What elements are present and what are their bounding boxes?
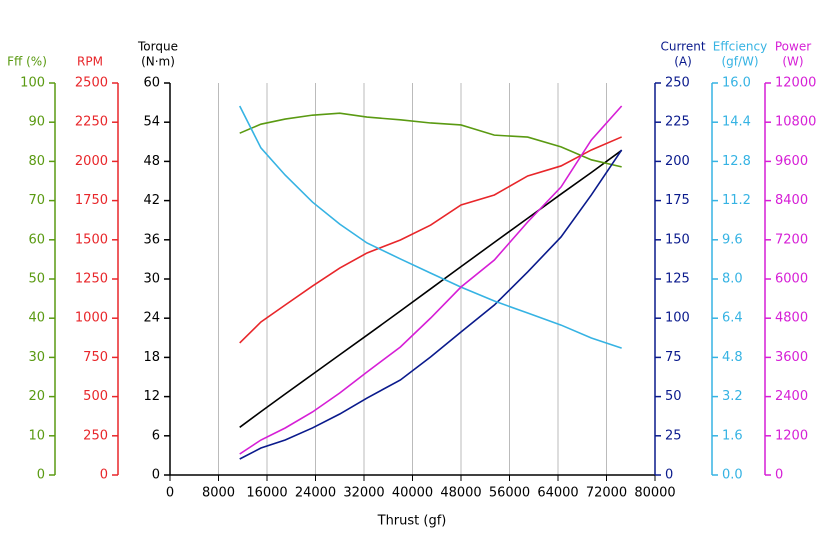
- y-tick-label: 4800: [775, 311, 808, 326]
- y-tick-label: 6000: [775, 272, 808, 287]
- series-line: [239, 112, 622, 168]
- y-tick-label: 1250: [75, 272, 108, 287]
- y-tick-label: 30: [143, 272, 160, 287]
- y-tick-label: 100: [20, 76, 45, 91]
- y-tick-label: 16.0: [722, 76, 751, 91]
- y-tick-label: 9.6: [722, 232, 743, 247]
- y-tick-label: 6: [152, 428, 160, 443]
- y-tick-label: 14.4: [722, 115, 751, 130]
- x-tick-label: 8000: [202, 486, 235, 501]
- y-tick-label: 1500: [75, 232, 108, 247]
- y-tick-label: 10: [28, 428, 45, 443]
- y-tick-label: 500: [83, 389, 108, 404]
- y-tick-label: 0: [37, 468, 45, 483]
- y-tick-label: 0.0: [722, 468, 743, 483]
- y-tick-label: 60: [143, 76, 160, 91]
- x-tick-label: 80000: [634, 486, 675, 501]
- y-tick-label: 150: [665, 232, 690, 247]
- y-tick-label: 225: [665, 115, 690, 130]
- y-tick-label: 9600: [775, 154, 808, 169]
- x-tick-label: 0: [166, 486, 174, 501]
- y-tick-label: 1000: [75, 311, 108, 326]
- x-tick-label: 56000: [489, 486, 530, 501]
- y-tick-label: 0: [775, 468, 783, 483]
- x-tick-label: 72000: [586, 486, 627, 501]
- y-tick-label: 0: [665, 468, 673, 483]
- y-tick-label: 250: [83, 428, 108, 443]
- series-line: [239, 136, 622, 344]
- y-tick-label: 7200: [775, 232, 808, 247]
- y-tick-label: 6.4: [722, 311, 743, 326]
- y-tick-label: 8.0: [722, 272, 743, 287]
- y-tick-label: 200: [665, 154, 690, 169]
- x-tick-label: 24000: [295, 486, 336, 501]
- y-tick-label: 70: [28, 193, 45, 208]
- y-tick-label: 2500: [75, 76, 108, 91]
- y-tick-label: 40: [28, 311, 45, 326]
- axis-title: Power: [775, 40, 811, 54]
- y-tick-label: 50: [28, 272, 45, 287]
- series-line: [239, 149, 623, 460]
- axis-title: (N·m): [141, 55, 175, 69]
- y-tick-label: 175: [665, 193, 690, 208]
- series-line: [239, 105, 623, 455]
- y-tick-label: 1.6: [722, 428, 743, 443]
- y-tick-label: 1200: [775, 428, 808, 443]
- series-line: [239, 149, 623, 428]
- x-tick-label: 64000: [537, 486, 578, 501]
- y-tick-label: 8400: [775, 193, 808, 208]
- y-tick-label: 250: [665, 76, 690, 91]
- y-tick-label: 12: [143, 389, 160, 404]
- y-tick-label: 18: [143, 350, 160, 365]
- series-line: [239, 105, 622, 349]
- y-tick-label: 2250: [75, 115, 108, 130]
- y-tick-label: 12.8: [722, 154, 751, 169]
- x-tick-label: 40000: [392, 486, 433, 501]
- y-tick-label: 100: [665, 311, 690, 326]
- axis-title: (W): [782, 55, 803, 69]
- y-tick-label: 10800: [775, 115, 816, 130]
- y-tick-label: 36: [143, 232, 160, 247]
- y-tick-label: 3.2: [722, 389, 743, 404]
- axis-title: Effciency: [713, 40, 767, 54]
- y-tick-label: 1750: [75, 193, 108, 208]
- y-tick-label: 75: [665, 350, 682, 365]
- y-tick-label: 3600: [775, 350, 808, 365]
- y-tick-label: 50: [665, 389, 682, 404]
- axis-title: Current: [660, 40, 705, 54]
- y-tick-label: 90: [28, 115, 45, 130]
- axis-title: Fff (%): [7, 55, 47, 69]
- y-tick-label: 42: [143, 193, 160, 208]
- y-tick-label: 54: [143, 115, 160, 130]
- y-tick-label: 750: [83, 350, 108, 365]
- x-tick-label: 16000: [246, 486, 287, 501]
- y-tick-label: 11.2: [722, 193, 751, 208]
- y-tick-label: 12000: [775, 76, 816, 91]
- y-tick-label: 2000: [75, 154, 108, 169]
- axis-title: (gf/W): [721, 55, 758, 69]
- x-axis-label: Thrust (gf): [377, 514, 447, 529]
- axis-title: Torque: [137, 40, 178, 54]
- y-tick-label: 0: [100, 468, 108, 483]
- x-tick-label: 32000: [343, 486, 384, 501]
- axis-title: (A): [674, 55, 692, 69]
- y-tick-label: 4.8: [722, 350, 743, 365]
- x-tick-label: 48000: [440, 486, 481, 501]
- y-tick-label: 0: [152, 468, 160, 483]
- y-tick-label: 2400: [775, 389, 808, 404]
- y-tick-label: 60: [28, 232, 45, 247]
- y-tick-label: 30: [28, 350, 45, 365]
- y-tick-label: 20: [28, 389, 45, 404]
- y-tick-label: 80: [28, 154, 45, 169]
- y-tick-label: 48: [143, 154, 160, 169]
- y-tick-label: 25: [665, 428, 682, 443]
- y-tick-label: 24: [143, 311, 160, 326]
- axis-title: RPM: [77, 55, 103, 69]
- y-tick-label: 125: [665, 272, 690, 287]
